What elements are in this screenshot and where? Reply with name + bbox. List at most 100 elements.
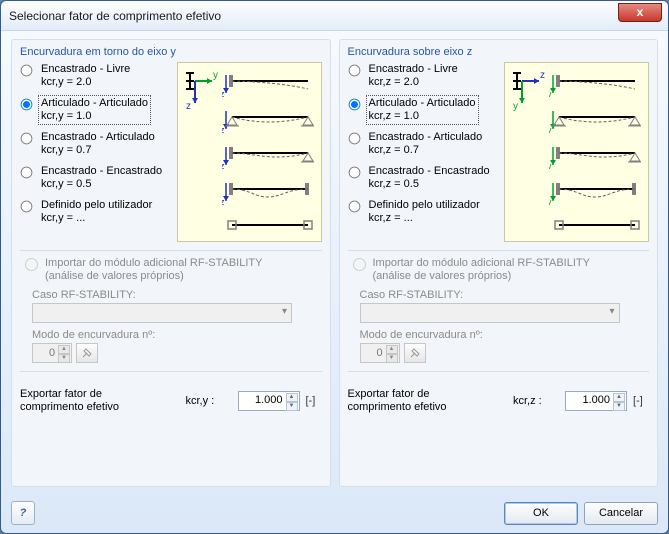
radio-label: Encastrado - Livrekcr,z = 2.0 (367, 62, 460, 90)
radio-option[interactable]: Articulado - Articuladokcr,z = 1.0 (348, 96, 499, 124)
k-label-y: kcr,y : (186, 395, 232, 407)
radio-input[interactable] (348, 167, 360, 179)
panel-y-body: Encastrado - Livrekcr,y = 2.0 Articulado … (20, 62, 322, 242)
mode-value-z: 0 (376, 347, 382, 359)
beam-diagram: z (222, 179, 314, 205)
beam-diagram: y (549, 143, 641, 169)
svg-text:y: y (213, 70, 218, 81)
radio-label: Definido pelo utilizadorkcr,y = ... (39, 198, 154, 226)
radio-group-y: Encastrado - Livrekcr,y = 2.0 Articulado … (20, 62, 171, 242)
panel-z: Encurvadura sobre eixo z Encastrado - Li… (339, 39, 659, 487)
radio-label: Articulado - Articuladokcr,z = 1.0 (367, 96, 478, 124)
content-area: Encurvadura em torno do eixo y Encastrad… (1, 31, 668, 493)
radio-label: Encastrado - Encastradokcr,y = 0.5 (39, 164, 164, 192)
export-label-z: Exportar fator decomprimento efetivo (348, 388, 508, 414)
import-label-text-y: Importar do módulo adicional RF-STABILIT… (45, 257, 262, 269)
radio-label: Encastrado - Articuladokcr,z = 0.7 (367, 130, 485, 158)
radio-input[interactable] (21, 65, 33, 77)
unit-y: [-] (306, 395, 322, 407)
mode-row-z: 0 ▲▼ (360, 343, 650, 363)
radio-option[interactable]: Encastrado - Encastradokcr,y = 0.5 (20, 164, 171, 192)
close-button[interactable]: x (618, 3, 662, 22)
panel-z-title: Encurvadura sobre eixo z (348, 46, 650, 58)
pin-icon (81, 347, 93, 359)
radio-option[interactable]: Encastrado - Articuladokcr,z = 0.7 (348, 130, 499, 158)
mode-pick-y[interactable] (76, 343, 98, 363)
radio-option[interactable]: Definido pelo utilizadorkcr,y = ... (20, 198, 171, 226)
k-value-text-y: 1.000 (255, 394, 283, 406)
svg-text:z: z (186, 101, 191, 112)
radio-option[interactable]: Encastrado - Articuladokcr,y = 0.7 (20, 130, 171, 158)
beam-diagram: y (549, 71, 641, 97)
k-value-z[interactable]: 1.000 ▲▼ (565, 391, 627, 411)
k-value-text-z: 1.000 (582, 394, 610, 406)
radio-label: Encastrado - Articuladokcr,y = 0.7 (39, 130, 157, 158)
beam-diagram: y (549, 107, 641, 133)
radio-option[interactable]: Definido pelo utilizadorkcr,z = ... (348, 198, 499, 226)
diagram-y: y z zz z z (177, 62, 322, 242)
radio-input[interactable] (348, 99, 360, 111)
case-combo-y[interactable] (32, 303, 292, 323)
radio-input[interactable] (348, 133, 360, 145)
import-radio-input-y[interactable] (25, 258, 38, 271)
radio-label: Articulado - Articuladokcr,y = 1.0 (39, 96, 150, 124)
mode-value-y: 0 (49, 347, 55, 359)
cancel-button[interactable]: Cancelar (584, 502, 658, 525)
case-label-z: Caso RF-STABILITY: (360, 289, 650, 301)
radio-label: Encastrado - Livrekcr,y = 2.0 (39, 62, 132, 90)
import-radio-y[interactable]: Importar do módulo adicional RF-STABILIT… (20, 257, 322, 283)
beam-diagram: y (549, 179, 641, 205)
axis-icon: z y (511, 69, 545, 113)
radio-input[interactable] (21, 133, 33, 145)
mode-spinner-y[interactable]: 0 ▲▼ (32, 343, 72, 363)
radio-input[interactable] (21, 201, 33, 213)
beam-diagram (222, 215, 314, 241)
svg-text:z: z (540, 70, 545, 81)
radio-option[interactable]: Encastrado - Encastradokcr,z = 0.5 (348, 164, 499, 192)
k-value-y[interactable]: 1.000 ▲▼ (238, 391, 300, 411)
radio-label: Definido pelo utilizadorkcr,z = ... (367, 198, 482, 226)
import-radio-z[interactable]: Importar do módulo adicional RF-STABILIT… (348, 257, 650, 283)
export-label-y: Exportar fator decomprimento efetivo (20, 388, 180, 414)
export-row-y: Exportar fator decomprimento efetivo kcr… (20, 388, 322, 414)
mode-spinner-z[interactable]: 0 ▲▼ (360, 343, 400, 363)
dialog-window: Selecionar fator de comprimento efetivo … (0, 0, 669, 534)
mode-label-y: Modo de encurvadura nº: (32, 329, 322, 341)
import-sub-z: (análise de valores próprios) (373, 270, 512, 282)
beam-diagram: z (222, 143, 314, 169)
radio-group-z: Encastrado - Livrekcr,z = 2.0 Articulado … (348, 62, 499, 242)
pin-icon (409, 347, 421, 359)
divider (348, 250, 650, 251)
radio-input[interactable] (21, 99, 33, 111)
panel-y: Encurvadura em torno do eixo y Encastrad… (11, 39, 331, 487)
ok-button[interactable]: OK (504, 502, 578, 525)
radio-input[interactable] (348, 65, 360, 77)
beam-diagram: z (222, 71, 314, 97)
case-label-y: Caso RF-STABILITY: (32, 289, 322, 301)
import-label-text-z: Importar do módulo adicional RF-STABILIT… (373, 257, 590, 269)
case-combo-z[interactable] (360, 303, 620, 323)
radio-option[interactable]: Articulado - Articuladokcr,y = 1.0 (20, 96, 171, 124)
mode-pick-z[interactable] (404, 343, 426, 363)
panel-z-body: Encastrado - Livrekcr,z = 2.0 Articulado … (348, 62, 650, 242)
radio-label: Encastrado - Encastradokcr,z = 0.5 (367, 164, 492, 192)
panel-y-title: Encurvadura em torno do eixo y (20, 46, 322, 58)
divider (20, 250, 322, 251)
help-icon: ? (20, 507, 27, 519)
import-block-z: Importar do módulo adicional RF-STABILIT… (348, 257, 650, 363)
radio-input[interactable] (21, 167, 33, 179)
help-button[interactable]: ? (11, 501, 35, 525)
export-row-z: Exportar fator decomprimento efetivo kcr… (348, 388, 650, 414)
beam-diagram: z (222, 107, 314, 133)
radio-input[interactable] (348, 201, 360, 213)
axis-icon: y z (184, 69, 218, 113)
mode-label-z: Modo de encurvadura nº: (360, 329, 650, 341)
beam-diagram (549, 215, 641, 241)
radio-option[interactable]: Encastrado - Livrekcr,z = 2.0 (348, 62, 499, 90)
import-radio-input-z[interactable] (353, 258, 366, 271)
radio-option[interactable]: Encastrado - Livrekcr,y = 2.0 (20, 62, 171, 90)
import-label-y: Importar do módulo adicional RF-STABILIT… (45, 257, 262, 283)
footer: ? OK Cancelar (1, 493, 668, 533)
divider (348, 371, 650, 372)
divider (20, 371, 322, 372)
